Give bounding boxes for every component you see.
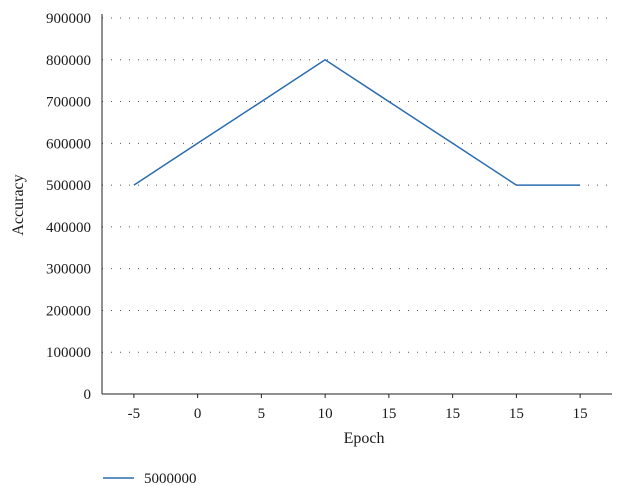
legend: 5000000 — [103, 471, 197, 486]
x-tick-label: 15 — [445, 406, 460, 422]
series-line-0 — [133, 58, 581, 186]
x-tick-label: 10 — [318, 406, 333, 422]
x-axis-title: Epoch — [344, 430, 385, 447]
y-tick-label: 600000 — [46, 136, 91, 152]
x-tick-label: 5 — [258, 406, 266, 422]
legend-label: 5000000 — [144, 471, 197, 486]
x-tick-label: -5 — [128, 406, 141, 422]
y-tick-labels: 0 100000 200000 300000 400000 500000 600000 700… — [46, 11, 91, 403]
y-tick-label: 200000 — [46, 303, 91, 319]
x-tick-labels: -5 0 5 10 15 15 15 15 — [128, 394, 588, 422]
y-tick-label: 400000 — [46, 220, 91, 236]
x-tick-label: 15 — [509, 406, 524, 422]
y-tick-label: 300000 — [46, 262, 91, 278]
axes — [101, 14, 612, 395]
x-tick-label: 15 — [381, 406, 396, 422]
x-tick-label: 15 — [573, 406, 588, 422]
series-group — [133, 58, 581, 186]
y-axis-title: Accuracy — [10, 174, 27, 235]
y-tick-label: 0 — [84, 387, 92, 403]
y-tick-label: 800000 — [46, 53, 91, 69]
x-tick-label: 0 — [194, 406, 202, 422]
y-tick-label: 100000 — [46, 345, 91, 361]
y-tick-label: 900000 — [46, 11, 91, 27]
y-tick-label: 500000 — [46, 178, 91, 194]
y-tick-label: 700000 — [46, 95, 91, 111]
